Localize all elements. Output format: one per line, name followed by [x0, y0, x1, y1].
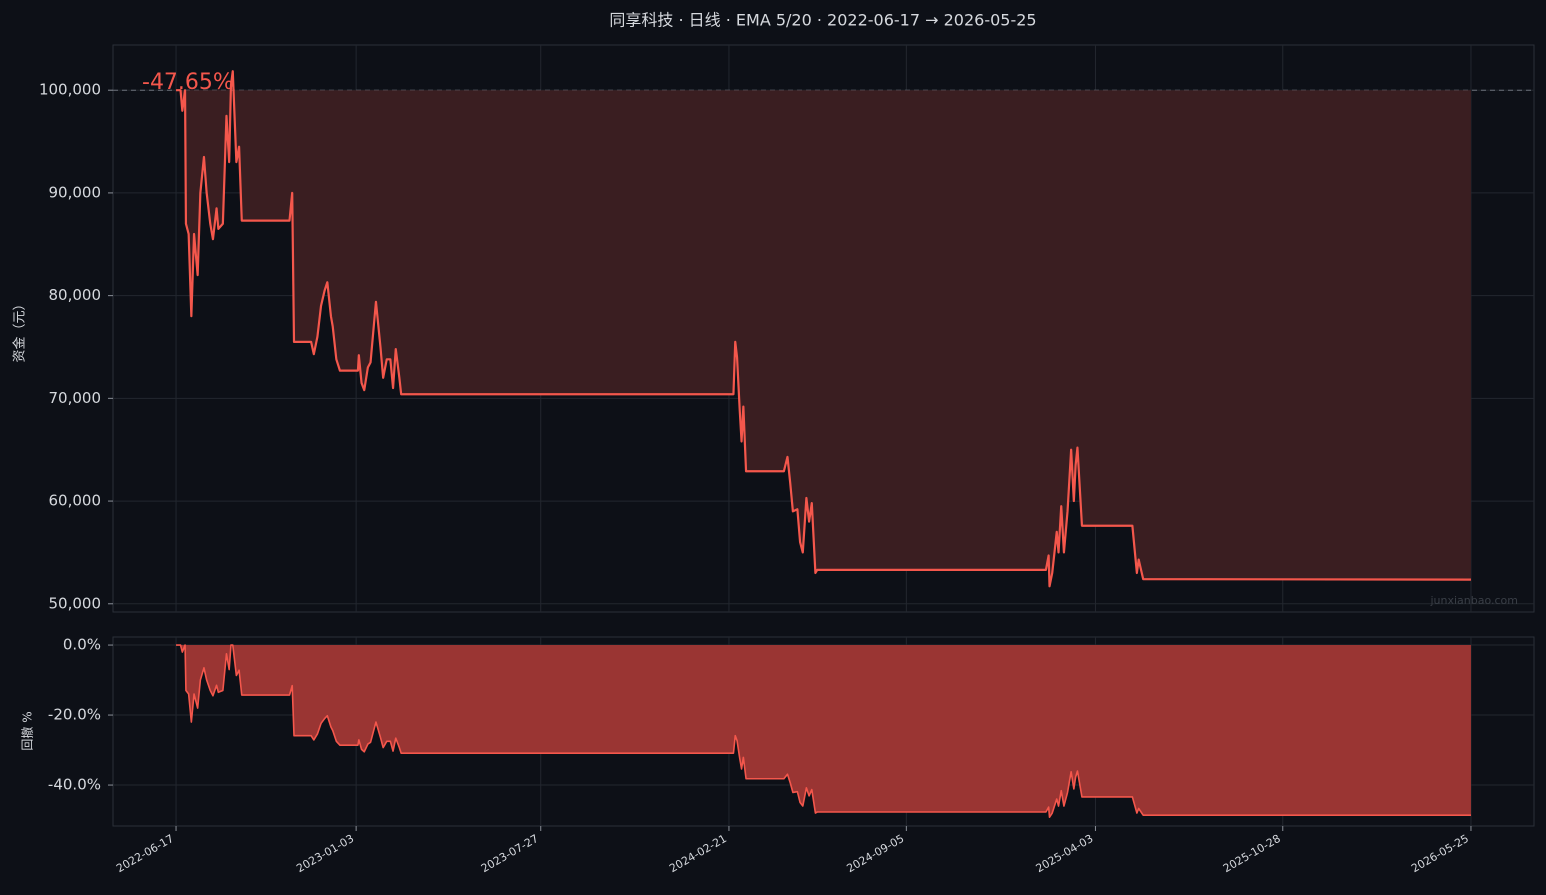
y-tick-label: 90,000 — [49, 183, 102, 201]
x-tick-label: 2022-06-17 — [114, 832, 176, 875]
x-tick-label: 2023-01-03 — [294, 832, 356, 875]
x-tick-label: 2026-05-25 — [1409, 832, 1471, 875]
x-tick-label: 2024-02-21 — [667, 832, 729, 875]
equity-area — [176, 71, 1471, 587]
y-tick-label: 70,000 — [49, 389, 102, 407]
y-tick-label: 60,000 — [49, 492, 102, 510]
drawdown-area — [176, 645, 1471, 818]
y-tick-label: 80,000 — [49, 286, 102, 304]
y-tick-label: 50,000 — [49, 594, 102, 612]
y2-axis-label: 回撤 % — [20, 711, 35, 750]
x-tick-label: 2023-07-27 — [479, 832, 541, 875]
x-tick-label: 2024-09-05 — [844, 832, 906, 875]
y-tick-label: -20.0% — [48, 706, 101, 724]
chart-title: 同享科技 · 日线 · EMA 5/20 · 2022-06-17 → 2026… — [609, 11, 1036, 30]
x-tick-label: 2025-10-28 — [1221, 832, 1283, 875]
y-tick-label: 0.0% — [63, 636, 101, 654]
drawdown-line — [176, 644, 1471, 819]
y-axis-label: 资金（元） — [12, 297, 28, 362]
y-tick-label: 100,000 — [39, 81, 101, 99]
equity-line — [176, 70, 1471, 588]
y-tick-label: -40.0% — [48, 776, 101, 794]
x-tick-label: 2025-04-03 — [1034, 832, 1096, 875]
watermark: junxianbao.com — [1429, 594, 1518, 607]
annotation: -47.65% — [142, 70, 234, 95]
